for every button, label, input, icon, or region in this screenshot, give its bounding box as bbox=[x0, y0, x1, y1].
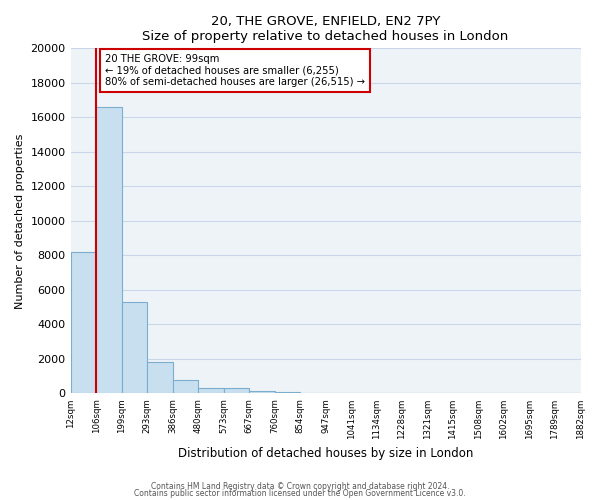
Bar bbox=[249, 391, 275, 394]
Bar bbox=[275, 392, 300, 394]
X-axis label: Distribution of detached houses by size in London: Distribution of detached houses by size … bbox=[178, 447, 473, 460]
Bar bbox=[122, 302, 147, 394]
Text: Contains HM Land Registry data © Crown copyright and database right 2024.: Contains HM Land Registry data © Crown c… bbox=[151, 482, 449, 491]
Bar bbox=[71, 252, 96, 394]
Bar bbox=[198, 388, 224, 394]
Text: 20 THE GROVE: 99sqm
← 19% of detached houses are smaller (6,255)
80% of semi-det: 20 THE GROVE: 99sqm ← 19% of detached ho… bbox=[105, 54, 365, 86]
Bar bbox=[96, 107, 122, 394]
Title: 20, THE GROVE, ENFIELD, EN2 7PY
Size of property relative to detached houses in : 20, THE GROVE, ENFIELD, EN2 7PY Size of … bbox=[142, 15, 509, 43]
Text: Contains public sector information licensed under the Open Government Licence v3: Contains public sector information licen… bbox=[134, 490, 466, 498]
Bar bbox=[173, 380, 198, 394]
Y-axis label: Number of detached properties: Number of detached properties bbox=[15, 133, 25, 308]
Bar bbox=[147, 362, 173, 394]
Bar bbox=[224, 388, 249, 394]
